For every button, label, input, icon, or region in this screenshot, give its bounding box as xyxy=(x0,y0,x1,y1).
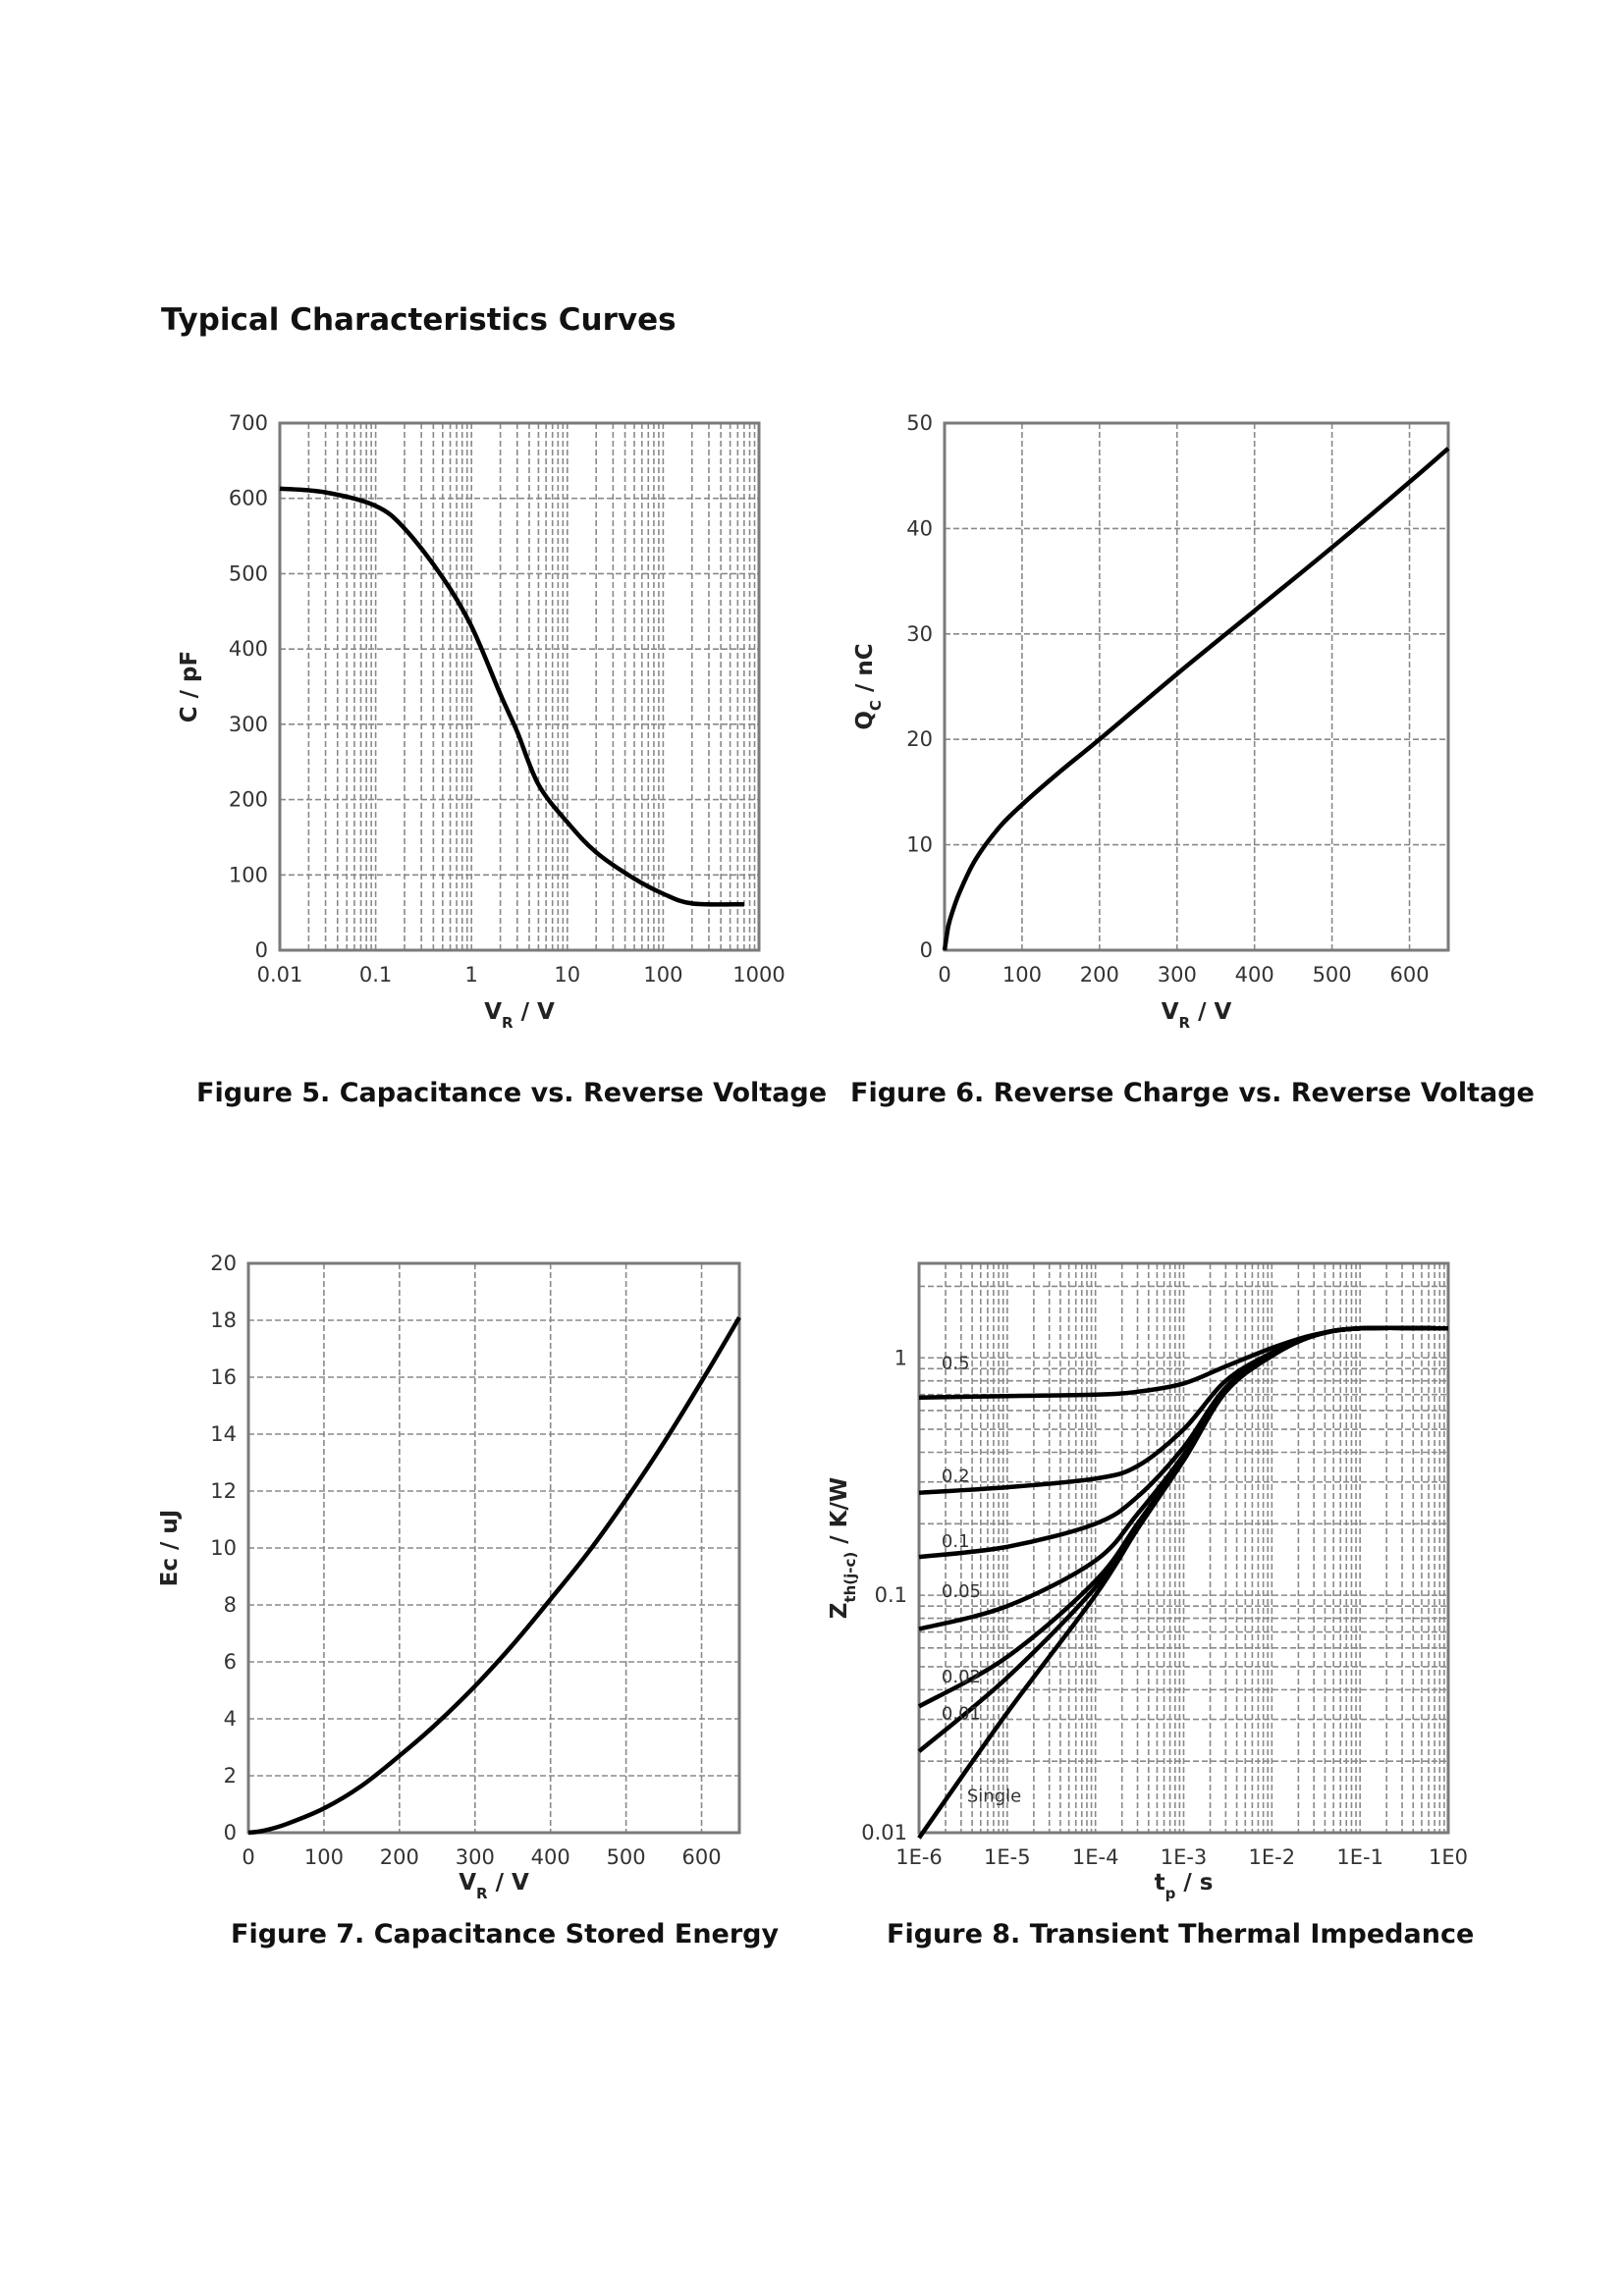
x-tick-label: 0 xyxy=(938,963,950,987)
x-axis-label: VR / V xyxy=(459,1870,529,1902)
x-tick-label: 10 xyxy=(554,963,580,987)
y-tick-label: 0.1 xyxy=(875,1583,907,1607)
series-label: 0.02 xyxy=(942,1667,981,1687)
x-tick-label: 300 xyxy=(456,1845,495,1869)
x-tick-label: 500 xyxy=(1313,963,1352,987)
y-tick-label: 0 xyxy=(920,938,933,962)
x-tick-label: 100 xyxy=(643,963,682,987)
x-tick-label: 1 xyxy=(465,963,478,987)
series-label: 0.05 xyxy=(942,1581,981,1602)
y-tick-label: 8 xyxy=(224,1593,237,1617)
y-tick-label: 40 xyxy=(906,516,933,540)
y-tick-label: 100 xyxy=(229,863,268,886)
y-tick-label: 6 xyxy=(224,1650,237,1674)
y-axis-label: QC / nC xyxy=(852,643,885,729)
y-tick-label: 500 xyxy=(229,561,268,585)
plot-frame xyxy=(943,421,1450,952)
figure-6-caption: Figure 6. Reverse Charge vs. Reverse Vol… xyxy=(850,1078,1535,1108)
x-tick-label: 400 xyxy=(1235,963,1274,987)
x-tick-label: 1E-3 xyxy=(1161,1845,1208,1869)
figure-5-caption: Figure 5. Capacitance vs. Reverse Voltag… xyxy=(196,1078,828,1108)
x-tick-label: 100 xyxy=(1002,963,1042,987)
y-tick-label: 600 xyxy=(229,487,268,510)
y-tick-label: 18 xyxy=(210,1308,237,1332)
x-tick-label: 1E-1 xyxy=(1336,1845,1383,1869)
y-tick-label: 0.01 xyxy=(861,1821,907,1844)
x-tick-label: 600 xyxy=(1389,963,1429,987)
series-curve-qc xyxy=(942,447,1450,951)
y-tick-label: 0 xyxy=(224,1821,237,1844)
x-tick-label: 1E-6 xyxy=(895,1845,943,1869)
x-axis-label: tp / s xyxy=(1155,1870,1214,1902)
x-tick-label: 1E-4 xyxy=(1072,1845,1119,1869)
x-tick-label: 600 xyxy=(681,1845,721,1869)
x-tick-label: 0 xyxy=(242,1845,254,1869)
y-tick-label: 16 xyxy=(210,1365,237,1389)
y-tick-label: 1 xyxy=(894,1346,907,1369)
y-tick-label: 50 xyxy=(906,411,933,435)
y-tick-label: 200 xyxy=(229,788,268,812)
x-tick-label: 200 xyxy=(380,1845,419,1869)
y-tick-label: 14 xyxy=(210,1422,237,1446)
series-curve-single xyxy=(917,1325,1449,1840)
x-tick-label: 500 xyxy=(607,1845,646,1869)
y-tick-label: 20 xyxy=(906,727,933,751)
figure-8-caption: Figure 8. Transient Thermal Impedance xyxy=(887,1919,1475,1949)
y-tick-label: 0 xyxy=(255,938,268,962)
series-label: 0.2 xyxy=(942,1467,970,1487)
y-axis-label: Ec / uJ xyxy=(157,1510,183,1587)
x-tick-label: 200 xyxy=(1080,963,1119,987)
series-label: 0.01 xyxy=(942,1704,981,1725)
y-tick-label: 10 xyxy=(210,1536,237,1560)
y-axis-label: Zth(j-c) / K/W xyxy=(827,1477,859,1620)
x-axis-label: VR / V xyxy=(1162,999,1232,1032)
plot-frame xyxy=(278,421,761,952)
plot-frame xyxy=(246,1261,741,1835)
y-tick-label: 12 xyxy=(210,1479,237,1503)
page-title: Typical Characteristics Curves xyxy=(161,302,677,338)
series-curve-ec xyxy=(247,1315,741,1836)
x-tick-label: 1000 xyxy=(732,963,785,987)
y-tick-label: 2 xyxy=(224,1764,237,1788)
x-tick-label: 1E-2 xyxy=(1249,1845,1296,1869)
figure-7-caption: Figure 7. Capacitance Stored Energy xyxy=(231,1919,780,1949)
y-tick-label: 300 xyxy=(229,713,268,736)
series-label: 0.1 xyxy=(942,1531,970,1552)
y-tick-label: 20 xyxy=(210,1252,237,1275)
x-tick-label: 400 xyxy=(531,1845,570,1869)
y-tick-label: 4 xyxy=(224,1707,237,1731)
series-label: Single xyxy=(967,1786,1021,1806)
x-tick-label: 100 xyxy=(304,1845,344,1869)
x-tick-label: 300 xyxy=(1158,963,1197,987)
y-axis-label: C / pF xyxy=(177,651,202,722)
y-tick-label: 400 xyxy=(229,637,268,661)
y-tick-label: 10 xyxy=(906,833,933,857)
series-curve-c xyxy=(279,486,744,907)
y-tick-label: 30 xyxy=(906,622,933,646)
x-tick-label: 1E-5 xyxy=(984,1845,1031,1869)
plot-frame xyxy=(917,1261,1450,1835)
series-label: 0.5 xyxy=(942,1353,970,1373)
x-axis-label: VR / V xyxy=(484,999,555,1032)
x-tick-label: 0.1 xyxy=(359,963,392,987)
y-tick-label: 700 xyxy=(229,411,268,435)
x-tick-label: 1E0 xyxy=(1429,1845,1468,1869)
x-tick-label: 0.01 xyxy=(257,963,303,987)
